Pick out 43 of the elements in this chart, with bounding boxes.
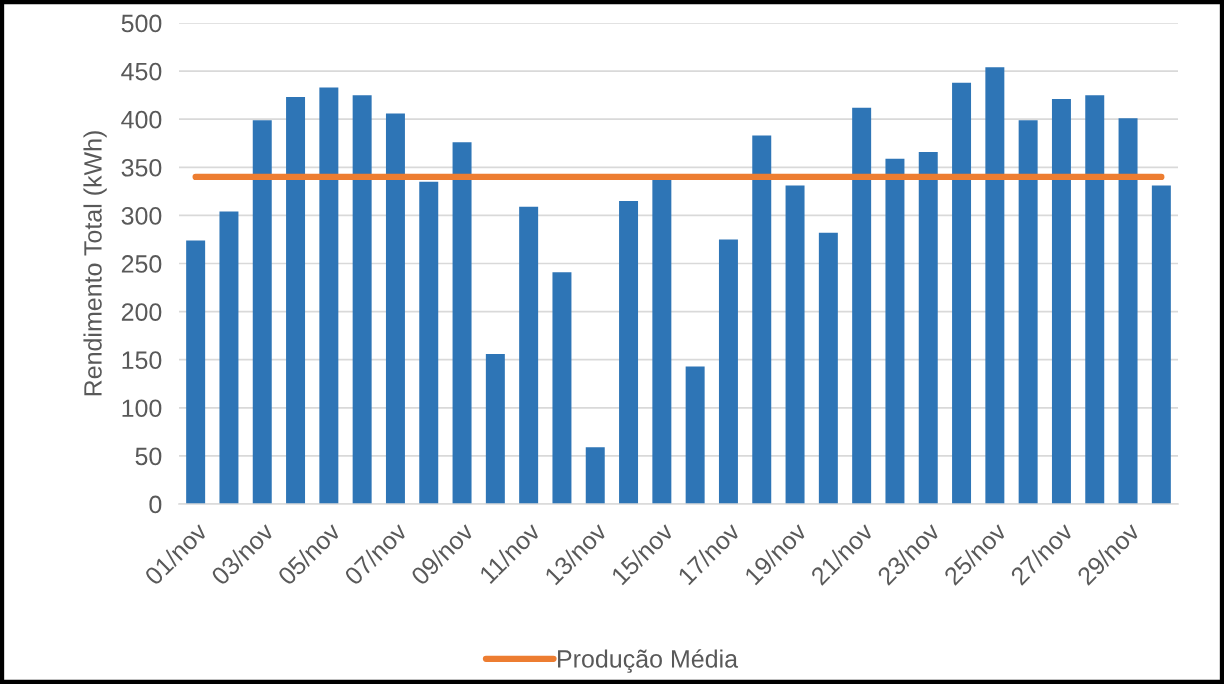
bar <box>252 120 272 504</box>
y-tick-label: 150 <box>122 351 162 369</box>
bar <box>718 239 738 504</box>
y-axis-title: Rendimento Total (kWh) <box>83 131 107 396</box>
bar <box>918 151 938 504</box>
y-tick-label: 300 <box>121 207 162 225</box>
y-tick-label: 450 <box>121 62 162 81</box>
bar <box>552 272 572 504</box>
y-tick-label: 200 <box>121 303 162 321</box>
bar <box>952 82 972 504</box>
bar <box>186 240 206 504</box>
bar <box>785 185 805 504</box>
bar <box>585 447 605 504</box>
bar <box>452 142 472 504</box>
bar <box>818 232 838 504</box>
bar <box>352 95 372 504</box>
y-tick-label: 400 <box>121 110 162 129</box>
bar <box>1018 120 1038 504</box>
y-tick-label: 0 <box>149 495 162 514</box>
bar <box>685 366 705 504</box>
legend-label: Produção Média <box>558 649 739 673</box>
bar <box>485 353 505 504</box>
bar <box>1051 99 1071 504</box>
y-tick-label: 50 <box>135 447 162 466</box>
bar <box>752 135 772 504</box>
y-tick-label: 350 <box>121 158 162 177</box>
bar <box>419 181 439 504</box>
bar <box>985 67 1005 504</box>
bar <box>619 200 639 504</box>
bar <box>385 113 405 504</box>
bar <box>852 107 872 504</box>
bar <box>519 206 539 504</box>
y-tick-label: 500 <box>121 14 162 33</box>
bar <box>1151 185 1171 504</box>
bar <box>885 158 905 504</box>
bar <box>219 211 239 504</box>
bar <box>319 87 339 504</box>
bar <box>1085 95 1105 504</box>
bar <box>652 178 672 504</box>
y-tick-label: 100 <box>122 399 162 418</box>
bar <box>1118 118 1138 504</box>
y-tick-label: 250 <box>121 255 162 273</box>
bar <box>286 97 306 504</box>
